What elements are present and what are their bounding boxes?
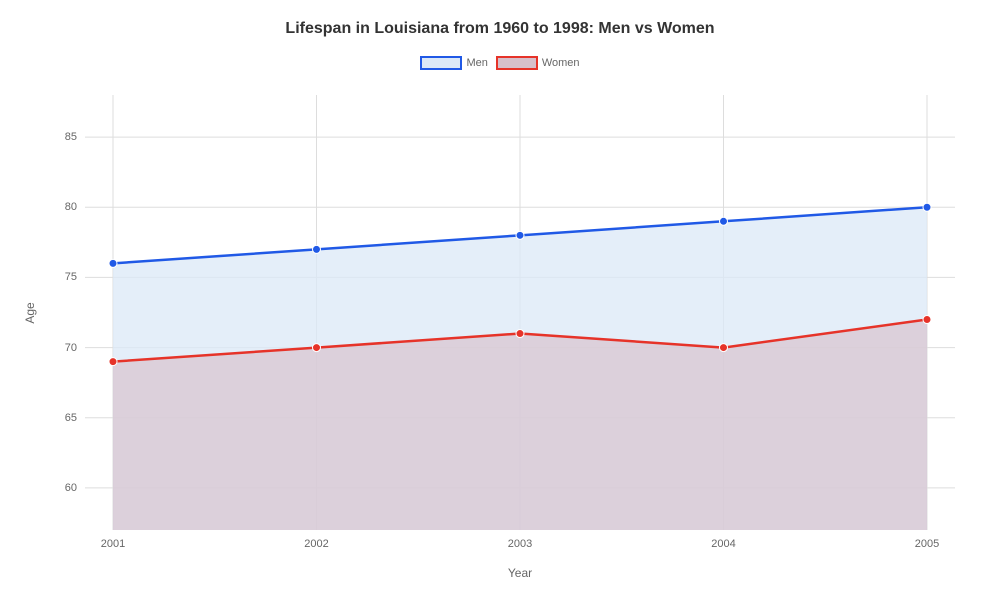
data-point[interactable] [516,330,524,338]
legend-swatch-men [420,56,462,70]
x-tick-label: 2005 [915,530,939,550]
data-point[interactable] [313,344,321,352]
y-tick-label: 75 [65,271,85,283]
x-tick-label: 2003 [508,530,532,550]
x-tick-label: 2002 [304,530,328,550]
legend: Men Women [0,56,1000,70]
legend-swatch-women [496,56,538,70]
legend-item-women[interactable]: Women [496,56,580,70]
data-point[interactable] [923,203,931,211]
chart-title: Lifespan in Louisiana from 1960 to 1998:… [0,0,1000,38]
legend-item-men[interactable]: Men [420,56,487,70]
plot-svg [85,95,955,530]
legend-label-women: Women [542,57,580,69]
data-point[interactable] [720,217,728,225]
x-tick-label: 2001 [101,530,125,550]
y-axis-label: Age [23,302,37,323]
x-tick-label: 2004 [711,530,735,550]
y-tick-label: 60 [65,482,85,494]
y-tick-label: 85 [65,131,85,143]
data-point[interactable] [313,245,321,253]
y-tick-label: 70 [65,342,85,354]
chart-container: Lifespan in Louisiana from 1960 to 1998:… [0,0,1000,600]
x-axis-label: Year [508,566,532,580]
y-tick-label: 65 [65,412,85,424]
data-point[interactable] [923,316,931,324]
y-tick-label: 80 [65,201,85,213]
data-point[interactable] [516,231,524,239]
data-point[interactable] [720,344,728,352]
data-point[interactable] [109,358,117,366]
legend-label-men: Men [466,57,487,69]
plot-area: 606570758085 20012002200320042005 [85,95,955,530]
data-point[interactable] [109,259,117,267]
